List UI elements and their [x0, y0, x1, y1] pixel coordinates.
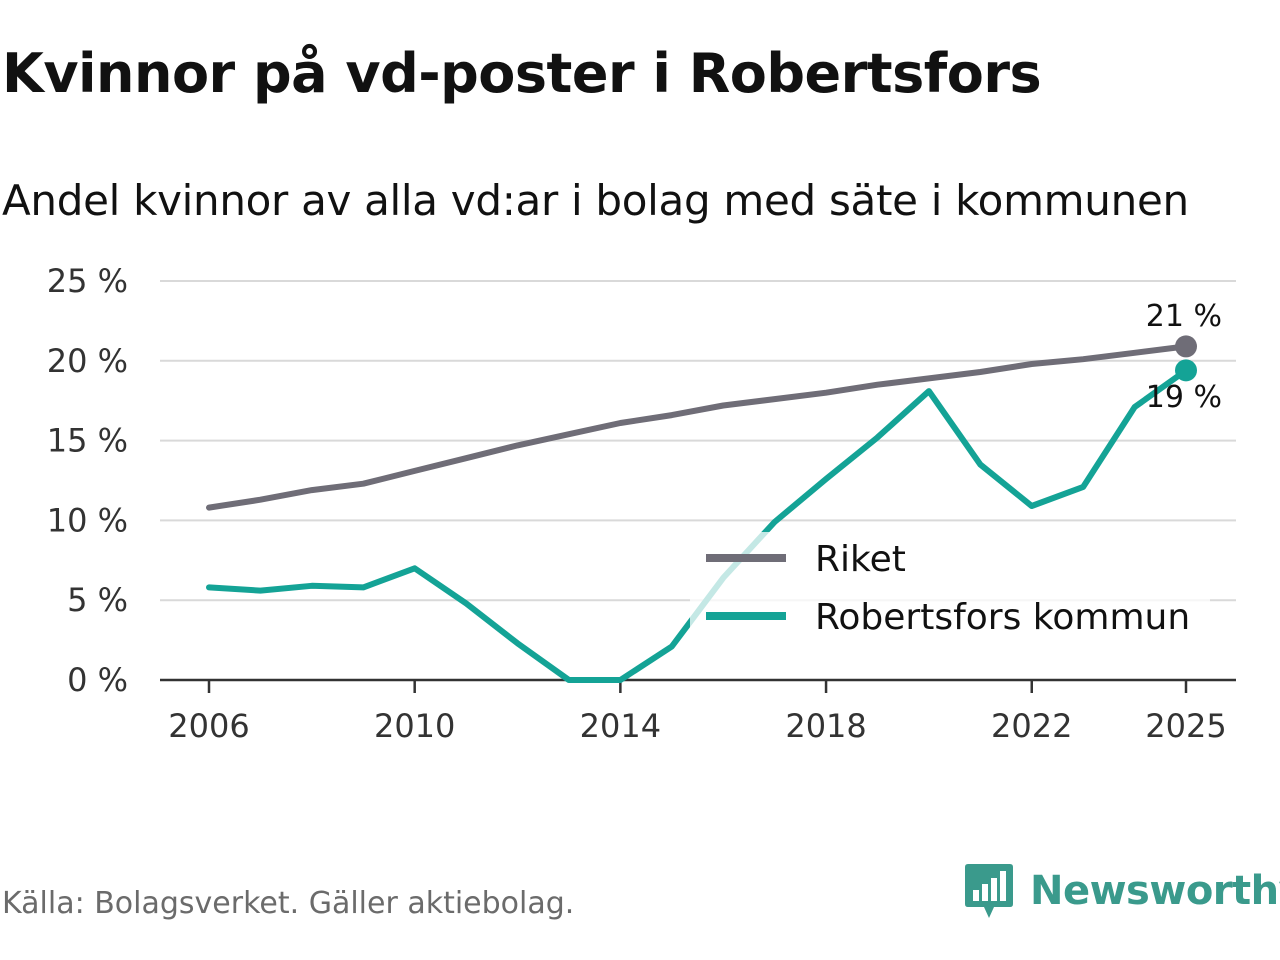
series-line-riket: [206, 343, 1189, 511]
legend-label: Riket: [815, 539, 906, 580]
x-axis: 2006 2010 2014 2018 2022 2025: [160, 678, 1236, 745]
y-tick-label: 25 %: [47, 262, 128, 300]
source-note: Källa: Bolagsverket. Gäller aktiebolag.: [2, 886, 575, 921]
chart-title: Kvinnor på vd-poster i Robertsfors: [2, 42, 1042, 105]
y-tick-label: 5 %: [67, 581, 128, 619]
legend: Riket Robertsfors kommun: [690, 532, 1210, 642]
y-tick-label: 10 %: [47, 501, 128, 539]
x-tick-label: 2022: [991, 707, 1072, 745]
end-point-kommun: [1175, 359, 1197, 382]
legend-label: Robertsfors kommun: [815, 597, 1190, 638]
y-tick-label: 20 %: [47, 342, 128, 380]
data-label-riket: 21 %: [1146, 299, 1222, 334]
legend-background: [690, 532, 1210, 642]
end-point-riket: [1175, 335, 1197, 358]
y-tick-label: 0 %: [67, 661, 128, 699]
data-label-kommun: 19 %: [1146, 380, 1222, 415]
x-tick-label: 2025: [1145, 707, 1226, 745]
x-tick-label: 2014: [580, 707, 661, 745]
newsworthy-logo-icon: [965, 864, 1013, 918]
brand-name: Newsworthy: [1030, 868, 1280, 914]
x-tick-label: 2010: [374, 707, 455, 745]
data-labels: 21 % 19 %: [1146, 299, 1222, 415]
x-tick-label: 2006: [168, 707, 249, 745]
y-tick-label: 15 %: [47, 422, 128, 460]
chart-subtitle: Andel kvinnor av alla vd:ar i bolag med …: [2, 176, 1189, 225]
x-tick-label: 2018: [785, 707, 866, 745]
brand-logo: Newsworthy: [964, 862, 1280, 920]
